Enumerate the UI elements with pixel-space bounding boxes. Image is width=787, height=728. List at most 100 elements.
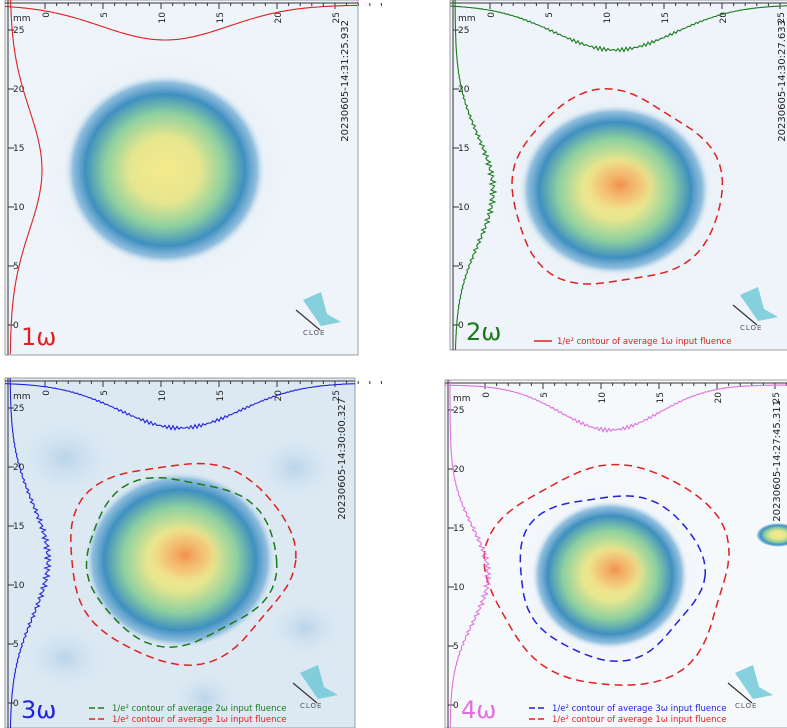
side-spot: [756, 523, 787, 547]
left-tick-label: 0: [13, 321, 19, 331]
timestamp: 20230605-14:27:45.311: [772, 400, 783, 522]
top-tick-label: 10: [603, 12, 613, 24]
left-profile: [9, 0, 43, 354]
top-tick-label: 5: [545, 12, 555, 18]
left-tick-label: 5: [13, 262, 19, 272]
top-tick-label: 0: [42, 12, 52, 18]
contour: [70, 462, 297, 667]
left-tick-label: 5: [458, 262, 464, 272]
left-tick-label: 10: [458, 203, 470, 213]
logo-text: CLOE: [740, 324, 762, 332]
contour: [519, 495, 706, 663]
harmonic-label: 2ω: [466, 318, 501, 346]
logo-stroke: [295, 309, 321, 331]
background-blob: [15, 618, 115, 698]
legend-text: 1/e² contour of average 2ω input fluence: [112, 704, 286, 714]
timestamp: 20230605-14:30:00.327: [337, 398, 348, 520]
left-tick-label: 15: [13, 522, 24, 532]
top-tick-label: 20: [714, 392, 724, 404]
contour: [511, 87, 724, 285]
contour: [483, 463, 730, 686]
panel: 0 5 10 15 20 25 mm 25 20 15 10 5 0 20230605-14:30:27.…: [449, 0, 787, 351]
legend-text: 1/e² contour of average 1ω input fluence: [557, 337, 731, 347]
left-tick-label: 5: [13, 640, 19, 650]
left-tick-label: 20: [458, 85, 470, 95]
top-tick-label: 15: [216, 390, 226, 401]
left-tick-label: 5: [453, 642, 459, 652]
background-blob: [165, 666, 245, 728]
contour: [85, 476, 278, 648]
top-tick-label: 10: [598, 392, 608, 404]
left-tick-label: 20: [13, 463, 25, 473]
legend-text: 1/e² contour of average 1ω input fluence: [552, 715, 726, 725]
legend-text: 1/e² contour of average 1ω input fluence: [112, 715, 286, 725]
left-tick-label: 25: [13, 26, 24, 36]
left-tick-label: 0: [453, 701, 459, 711]
left-tick-label: 10: [13, 581, 25, 591]
logo-shape: [303, 292, 341, 326]
left-tick-label: 0: [458, 321, 464, 331]
top-profile: [5, 383, 356, 431]
left-tick-label: 20: [453, 465, 465, 475]
top-tick-label: 15: [216, 12, 226, 23]
top-tick-label: 5: [540, 392, 550, 398]
left-tick-label: 10: [453, 583, 465, 593]
logo-stroke: [732, 304, 758, 326]
beam: [65, 75, 265, 265]
top-tick-label: 0: [482, 392, 492, 398]
left-tick-label: 20: [13, 85, 25, 95]
panel: 0 5 10 15 20 25 mm 25 20 15 10 5 0 20230605-14:31:25.…: [4, 0, 382, 356]
left-tick-label: mm: [458, 14, 476, 24]
top-tick-label: 0: [487, 12, 497, 18]
top-profile: [4, 4, 357, 41]
legend-text: 1/e² contour of average 3ω input fluence: [552, 704, 726, 714]
top-tick-label: 25: [332, 12, 342, 23]
logo-text: CLOE: [300, 702, 322, 710]
left-tick-label: mm: [453, 394, 471, 404]
top-tick-label: 25: [772, 392, 782, 403]
beam-core: [583, 544, 647, 596]
background-blob: [245, 428, 345, 508]
logo-text: CLOE: [735, 702, 757, 710]
panel: 0 5 10 15 20 25 mm 25 20 15 10 5 0 20230605-14:27:45.…: [444, 379, 787, 728]
background-blob: [5, 410, 125, 506]
left-profile: [454, 0, 498, 351]
logo-shape: [740, 287, 778, 321]
left-tick-label: mm: [13, 14, 31, 24]
timestamp: 20230605-14:30:27.633: [777, 20, 787, 142]
top-tick-label: 10: [158, 390, 168, 402]
top-tick-label: 25: [332, 390, 342, 401]
top-profile: [445, 384, 787, 433]
beam-core: [147, 524, 223, 586]
harmonic-label: 1ω: [21, 323, 56, 351]
left-tick-label: 15: [13, 144, 24, 154]
top-tick-label: 15: [656, 392, 666, 403]
logo-text: CLOE: [303, 329, 325, 337]
left-tick-label: 25: [453, 406, 464, 416]
top-tick-label: 20: [274, 390, 284, 402]
left-tick-label: 15: [453, 524, 464, 534]
logo-stroke: [292, 682, 318, 704]
top-tick-label: 10: [158, 12, 168, 24]
left-tick-label: 25: [458, 26, 469, 36]
top-profile: [450, 5, 787, 53]
panel: 0 5 10 15 20 25 mm 25 20 15 10 5 0 20230605-14:30:00.…: [4, 377, 382, 728]
left-tick-label: 10: [13, 203, 25, 213]
beam-core: [582, 155, 658, 215]
harmonic-label: 4ω: [461, 696, 496, 724]
left-tick-label: 15: [458, 144, 469, 154]
top-tick-label: 20: [274, 12, 284, 24]
harmonic-label: 3ω: [21, 696, 56, 724]
top-tick-label: 5: [100, 12, 110, 18]
top-tick-label: 20: [719, 12, 729, 24]
left-profile: [449, 380, 492, 728]
top-tick-label: 15: [661, 12, 671, 23]
logo-shape: [300, 665, 338, 699]
left-tick-label: mm: [13, 392, 31, 402]
left-tick-label: 0: [13, 699, 19, 709]
top-tick-label: 0: [42, 390, 52, 396]
top-tick-label: 5: [100, 390, 110, 396]
top-tick-label: 25: [777, 12, 787, 23]
logo-shape: [735, 665, 773, 699]
